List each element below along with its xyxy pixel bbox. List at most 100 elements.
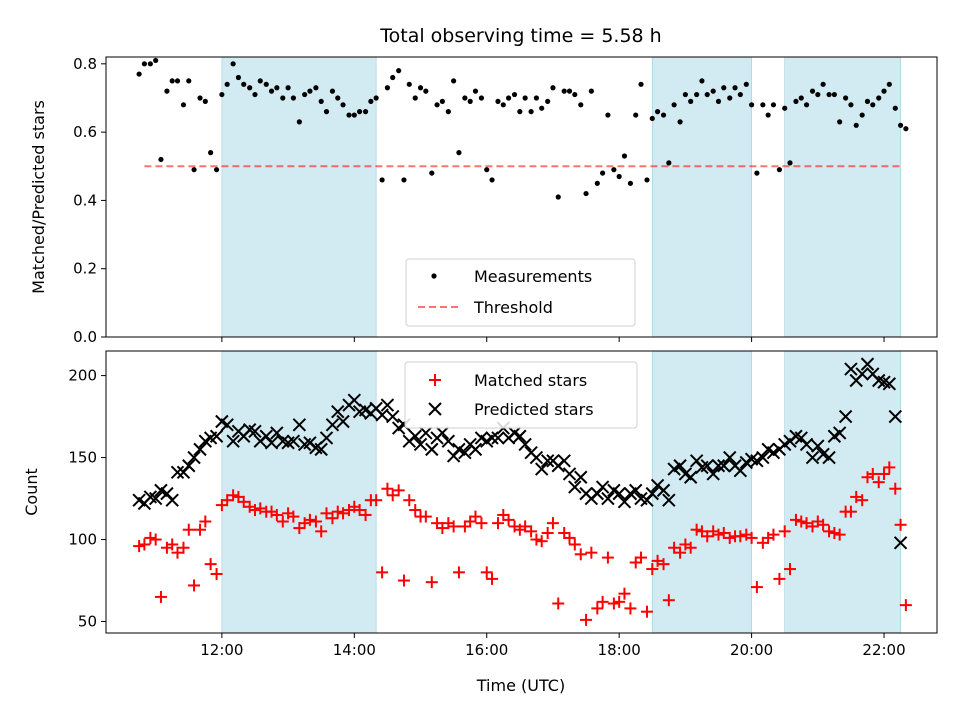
measurement-point bbox=[892, 105, 898, 111]
measurement-point bbox=[434, 102, 440, 108]
measurement-point bbox=[621, 153, 628, 159]
matched-star-point bbox=[392, 484, 405, 497]
top-ylabel: Matched/Predicted stars bbox=[29, 100, 48, 294]
predicted-star-point bbox=[844, 362, 858, 376]
matched-star-point bbox=[359, 508, 372, 521]
measurement-point bbox=[136, 71, 142, 77]
measurement-point bbox=[859, 112, 865, 118]
ratio-panel: 0.00.20.40.60.8 Matched/Predicted stars … bbox=[29, 55, 938, 346]
measurement-point bbox=[853, 122, 859, 128]
measurement-point bbox=[633, 112, 639, 118]
matched-star-point bbox=[684, 541, 697, 554]
shaded-interval bbox=[651, 350, 752, 634]
predicted-star-point bbox=[491, 431, 505, 445]
measurement-point bbox=[782, 105, 788, 111]
measurement-point bbox=[721, 85, 727, 91]
measurement-point bbox=[340, 102, 346, 108]
matched-star-point bbox=[657, 558, 670, 571]
measurement-point bbox=[594, 180, 600, 186]
measurement-point bbox=[886, 81, 892, 87]
matched-star-point bbox=[248, 504, 261, 517]
matched-star-point bbox=[844, 505, 857, 518]
matched-star-point bbox=[270, 508, 283, 521]
predicted-star-point bbox=[723, 450, 737, 465]
measurement-point bbox=[528, 109, 534, 115]
matched-star-point bbox=[182, 523, 195, 536]
measurement-point bbox=[539, 105, 545, 111]
measurement-point bbox=[335, 95, 341, 101]
measurement-point bbox=[803, 102, 810, 108]
predicted-star-point bbox=[568, 480, 582, 494]
bottom-shaded-intervals bbox=[221, 350, 901, 634]
matched-star-point bbox=[580, 613, 593, 626]
matched-star-point bbox=[817, 518, 830, 531]
measurement-point bbox=[462, 95, 468, 101]
matched-star-point bbox=[188, 579, 201, 592]
matched-star-point bbox=[546, 517, 559, 530]
matched-star-point bbox=[624, 602, 637, 615]
predicted-star-point bbox=[458, 445, 472, 460]
predicted-star-point bbox=[187, 450, 201, 465]
matched-star-point bbox=[541, 526, 554, 539]
matched-star-point bbox=[502, 513, 515, 526]
predicted-stars-points bbox=[132, 357, 908, 550]
measurement-point bbox=[605, 112, 611, 118]
matched-star-point bbox=[409, 504, 422, 517]
shaded-interval bbox=[651, 56, 752, 338]
matched-star-point bbox=[618, 587, 631, 600]
matched-star-point bbox=[177, 541, 190, 554]
measurement-point bbox=[550, 85, 556, 91]
predicted-star-point bbox=[717, 459, 731, 473]
x-axis-label: Time (UTC) bbox=[476, 676, 565, 695]
predicted-star-point bbox=[441, 434, 456, 448]
predicted-star-point bbox=[435, 426, 450, 440]
count-panel: 12:00 14:00 16:00 18:00 20:00 22:00 50 100 150 2… bbox=[22, 350, 938, 695]
measurement-point bbox=[831, 91, 837, 98]
measurement-point bbox=[495, 98, 501, 104]
measurement-point bbox=[489, 177, 495, 183]
measurement-point bbox=[881, 88, 887, 94]
matched-star-point bbox=[750, 581, 763, 594]
measurement-point bbox=[406, 81, 412, 87]
measurement-point bbox=[765, 112, 771, 118]
x-tick-label: 16:00 bbox=[465, 641, 508, 659]
matched-star-point bbox=[326, 512, 339, 525]
measurement-point bbox=[368, 98, 374, 104]
measurement-point bbox=[870, 102, 876, 108]
measurement-point bbox=[263, 81, 269, 87]
predicted-star-point bbox=[220, 418, 234, 432]
matched-stars-points bbox=[133, 461, 912, 626]
measurement-point bbox=[754, 170, 760, 176]
predicted-star-point bbox=[805, 450, 820, 465]
measurement-point bbox=[153, 57, 159, 64]
matched-star-point bbox=[403, 494, 416, 507]
predicted-star-point bbox=[832, 426, 847, 440]
measurement-point bbox=[820, 81, 826, 87]
predicted-star-point bbox=[662, 493, 676, 507]
predicted-star-point bbox=[347, 393, 362, 407]
matched-star-point bbox=[425, 576, 438, 589]
measurement-point bbox=[302, 91, 308, 98]
measurement-point bbox=[876, 95, 882, 101]
matched-star-point bbox=[773, 572, 786, 585]
matched-star-point bbox=[166, 538, 179, 551]
matched-star-point bbox=[690, 523, 703, 536]
measurement-point bbox=[616, 173, 622, 180]
measurement-points bbox=[136, 57, 909, 200]
measurement-point bbox=[654, 109, 661, 115]
matched-star-point bbox=[723, 531, 736, 544]
measurement-point bbox=[257, 78, 263, 84]
measurement-point bbox=[649, 115, 655, 122]
predicted-star-point bbox=[148, 491, 163, 506]
matched-star-point bbox=[596, 595, 609, 608]
legend-label-measurements: Measurements bbox=[474, 267, 592, 286]
y-tick-label: 100 bbox=[68, 531, 97, 549]
bottom-y-ticks: 50 100 150 200 bbox=[68, 367, 106, 631]
matched-star-point bbox=[331, 505, 344, 518]
measurement-point bbox=[219, 91, 225, 98]
measurement-point bbox=[384, 85, 391, 91]
y-tick-label: 50 bbox=[78, 613, 97, 631]
measurement-point bbox=[710, 88, 716, 94]
matched-star-point bbox=[894, 518, 907, 531]
predicted-star-point bbox=[574, 470, 588, 484]
